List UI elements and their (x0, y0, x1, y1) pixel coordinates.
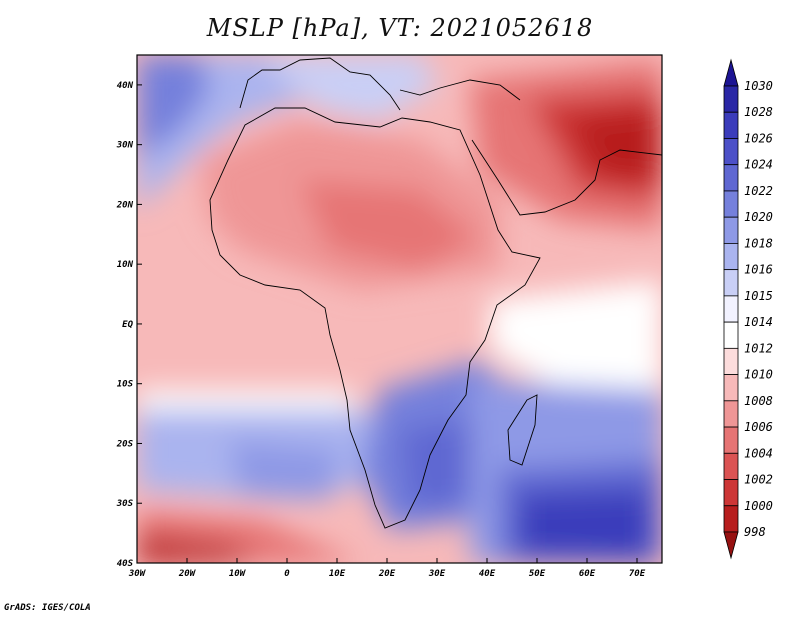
colorbar-swatch (723, 138, 739, 166)
y-tick-label: 30N (116, 141, 134, 151)
colorbar-swatch (723, 269, 739, 297)
arabia-coastline (471, 139, 662, 216)
coastlines (209, 57, 662, 529)
x-axis: 30W 20W 10W 0 10E 20E 30E 40E 50E 60E 70E (128, 558, 646, 579)
colorbar-swatch (723, 426, 739, 454)
y-tick-label: 40N (117, 81, 134, 91)
x-tick-label: 20E (378, 569, 396, 579)
x-tick-label: 50E (529, 569, 546, 579)
map-frame (136, 54, 663, 564)
colorbar-label: 1022 (744, 184, 773, 198)
colorbar-swatch (723, 400, 739, 428)
colorbar-label: 998 (744, 525, 766, 539)
x-tick-label: 40E (479, 569, 496, 579)
colorbar-swatch (723, 505, 739, 533)
chart-title: MSLP [hPa], VT: 2021052618 (206, 14, 594, 42)
colorbar-label: 1028 (744, 105, 773, 119)
y-tick-label: 30S (116, 499, 134, 509)
colorbar-label: 1020 (744, 210, 773, 224)
europe-coastline (239, 57, 521, 111)
x-tick-label: 10E (329, 569, 346, 579)
colorbar-label: 1024 (744, 158, 773, 172)
y-tick-label: 20N (116, 200, 134, 210)
grads-footer: GrADS: IGES/COLA (4, 603, 91, 613)
colorbar-label: 1010 (744, 368, 773, 382)
colorbar-swatch (723, 243, 739, 271)
colorbar-swatch (723, 347, 739, 375)
colorbar-swatch (723, 190, 739, 218)
colorbar-swatch (723, 479, 739, 507)
x-tick-label: 0 (284, 569, 290, 579)
colorbar-label: 1012 (744, 341, 773, 355)
colorbar-label: 1015 (744, 289, 773, 303)
colorbar-label: 1026 (744, 131, 773, 145)
y-tick-label: 10S (117, 380, 134, 390)
colorbar-top-arrow (723, 58, 739, 87)
colorbar-swatch (723, 164, 739, 192)
madagascar-coastline (507, 394, 538, 466)
colorbar: 1030 1028 1026 1024 1022 1020 1018 1016 1015 1014… (723, 58, 773, 560)
colorbar-label: 1002 (744, 473, 773, 487)
colorbar-bottom-arrow (723, 531, 739, 560)
x-tick-label: 20W (178, 569, 197, 579)
colorbar-swatch (723, 85, 739, 113)
colorbar-label: 1014 (744, 315, 773, 329)
x-tick-label: 70E (629, 569, 646, 579)
pressure-field (137, 55, 662, 563)
colorbar-swatch (723, 295, 739, 323)
colorbar-swatch (723, 452, 739, 480)
colorbar-label: 1018 (744, 236, 773, 250)
y-tick-label: 20S (116, 439, 134, 449)
field-blobs (137, 55, 662, 563)
colorbar-swatch (723, 374, 739, 402)
x-tick-label: 10W (229, 569, 247, 579)
x-tick-label: 30W (128, 569, 147, 579)
colorbar-label: 1016 (744, 263, 773, 277)
colorbar-label: 1000 (744, 499, 773, 513)
x-tick-label: 30E (428, 569, 446, 579)
colorbar-label: 1006 (744, 420, 773, 434)
y-tick-label: 10N (117, 260, 134, 270)
colorbar-swatch (723, 321, 739, 349)
colorbar-label: 1030 (744, 79, 773, 93)
colorbar-swatch (723, 216, 739, 244)
colorbar-label: 1008 (744, 394, 773, 408)
y-tick-label: 40S (117, 559, 134, 569)
x-tick-label: 60E (579, 569, 596, 579)
africa-coastline (209, 107, 541, 529)
colorbar-swatch (723, 111, 739, 139)
y-tick-label: EQ (122, 320, 133, 330)
colorbar-label: 1004 (744, 446, 773, 460)
y-axis: 40N 30N 20N 10N EQ 10S 20S 30S 40S (116, 81, 142, 569)
